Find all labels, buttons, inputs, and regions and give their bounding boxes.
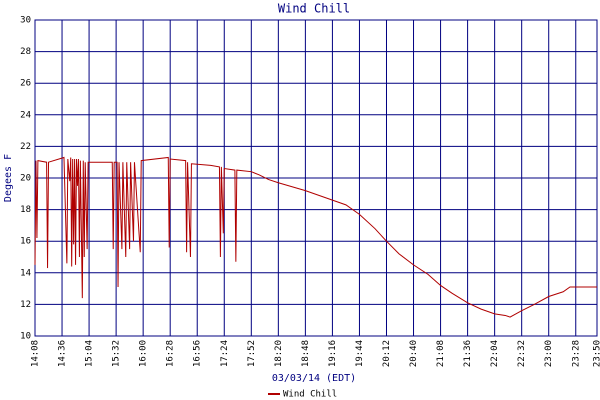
x-tick-label: 23:28 [571, 340, 581, 367]
x-tick-label: 16:56 [193, 340, 203, 367]
x-tick-label: 18:48 [301, 340, 311, 367]
x-tick-label: 21:08 [436, 340, 446, 367]
y-tick-label: 28 [20, 47, 31, 57]
legend-label: Wind Chill [283, 390, 337, 400]
x-axis-label: 03/03/14 (EDT) [272, 373, 356, 384]
y-tick-label: 18 [20, 205, 31, 215]
data-line [34, 156, 597, 318]
x-tick-label: 22:04 [490, 340, 500, 367]
x-tick-label: 20:40 [409, 340, 419, 367]
y-tick-label: 10 [20, 332, 31, 342]
x-tick-label: 16:28 [166, 340, 176, 367]
x-tick-label: 15:32 [112, 340, 122, 367]
y-tick-label: 26 [20, 79, 31, 89]
x-tick-label: 23:50 [593, 340, 600, 367]
y-tick-label: 30 [20, 16, 31, 26]
x-tick-label: 17:52 [247, 340, 257, 367]
x-tick-label: 14:08 [31, 340, 41, 367]
x-tick-label: 19:16 [328, 340, 338, 367]
x-tick-label: 14:36 [58, 340, 68, 367]
x-tick-label: 18:20 [274, 340, 284, 367]
y-tick-label: 14 [20, 268, 31, 278]
chart-title: Wind Chill [278, 2, 350, 16]
y-tick-label: 24 [20, 110, 31, 120]
y-tick-label: 20 [20, 174, 31, 184]
y-tick-label: 12 [20, 300, 31, 310]
x-tick-label: 17:24 [220, 340, 230, 367]
x-tick-label: 22:32 [517, 340, 527, 367]
y-tick-label: 22 [20, 142, 31, 152]
x-tick-label: 21:36 [463, 340, 473, 367]
y-tick-label: 16 [20, 237, 31, 247]
x-tick-label: 15:04 [85, 340, 95, 367]
x-tick-label: 16:00 [139, 340, 149, 367]
x-tick-label: 20:12 [382, 340, 392, 367]
y-axis-label: Degees F [3, 154, 14, 202]
x-tick-label: 19:44 [355, 340, 365, 367]
x-tick-label: 23:00 [544, 340, 554, 367]
